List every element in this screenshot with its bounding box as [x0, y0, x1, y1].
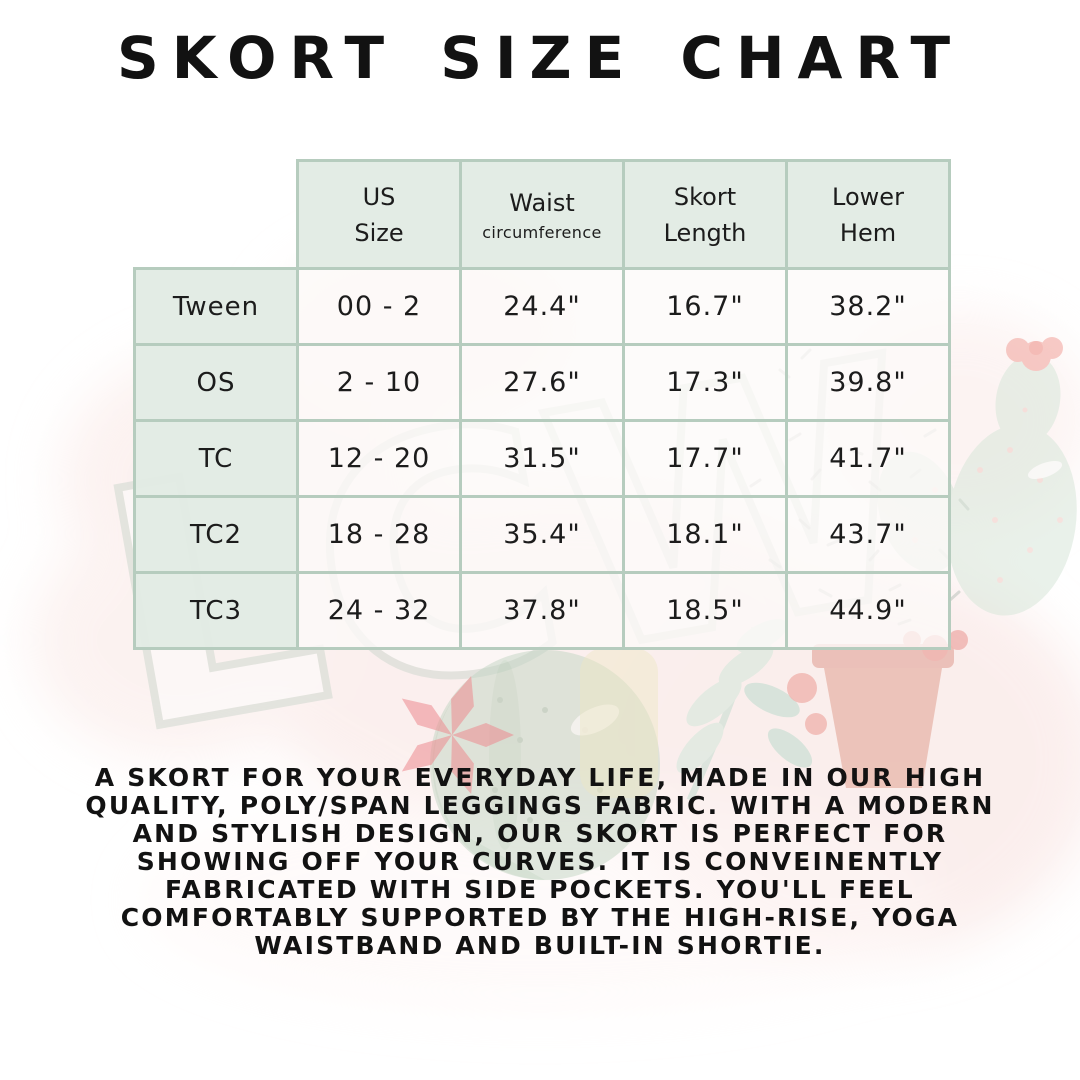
description-line: COMFORTABLY SUPPORTED BY THE HIGH-RISE, … [120, 903, 960, 932]
corner-cell-empty [135, 161, 298, 269]
header-line: US [362, 182, 396, 211]
lower-hem-value: 44.9" [785, 571, 951, 650]
table-header-row: US Size Waist circumference Skort Length… [135, 159, 951, 270]
yellow-wash-strip [580, 648, 658, 798]
waist-value: 35.4" [459, 495, 625, 574]
lower-hem-value: 38.2" [785, 267, 951, 346]
skort-length-value: 16.7" [622, 267, 788, 346]
table-row: Tween 00 - 2 24.4" 16.7" 38.2" [133, 267, 951, 346]
header-line: Skort [673, 182, 737, 211]
us-size-value: 24 - 32 [296, 571, 462, 650]
description-line: FABRICATED WITH SIDE POCKETS. YOU'LL FEE… [165, 875, 915, 904]
waist-value: 24.4" [459, 267, 625, 346]
description-line: QUALITY, POLY/SPAN LEGGINGS FABRIC. WITH… [85, 791, 995, 820]
us-size-value: 18 - 28 [296, 495, 462, 574]
header-line: Hem [839, 218, 897, 247]
lower-hem-value: 39.8" [785, 343, 951, 422]
header-line: Length [663, 218, 747, 247]
column-header-lower-hem: Lower Hem [785, 159, 951, 270]
table-row: TC 12 - 20 31.5" 17.7" 41.7" [133, 419, 951, 498]
header-line: Size [354, 218, 404, 247]
lower-hem-value: 41.7" [785, 419, 951, 498]
table-row: TC3 24 - 32 37.8" 18.5" 44.9" [133, 571, 951, 650]
row-label: TC3 [133, 571, 299, 650]
us-size-value: 12 - 20 [296, 419, 462, 498]
header-line: Lower [832, 182, 904, 211]
waist-value: 31.5" [459, 419, 625, 498]
star-flower [401, 676, 514, 794]
description-line: A SKORT FOR YOUR EVERYDAY LIFE, MADE IN … [94, 763, 986, 792]
us-size-value: 00 - 2 [296, 267, 462, 346]
skort-length-value: 18.5" [622, 571, 788, 650]
column-header-us-size: US Size [296, 159, 462, 270]
skort-length-value: 18.1" [622, 495, 788, 574]
header-line: circumference [482, 222, 602, 242]
us-size-value: 2 - 10 [296, 343, 462, 422]
column-header-waist: Waist circumference [459, 159, 625, 270]
cactus-flower [1006, 337, 1063, 371]
skort-length-value: 17.7" [622, 419, 788, 498]
description-line: WAISTBAND AND BUILT-IN SHORTIE. [254, 931, 826, 960]
row-label: OS [133, 343, 299, 422]
terracotta-pot [812, 630, 968, 788]
table-row: OS 2 - 10 27.6" 17.3" 39.8" [133, 343, 951, 422]
row-label: TC [133, 419, 299, 498]
row-label: TC2 [133, 495, 299, 574]
waist-value: 27.6" [459, 343, 625, 422]
row-label: Tween [133, 267, 299, 346]
page-title: SKORT SIZE CHART [116, 24, 964, 92]
lower-hem-value: 43.7" [785, 495, 951, 574]
description-line: AND STYLISH DESIGN, OUR SKORT IS PERFECT… [132, 819, 948, 848]
column-header-skort-length: Skort Length [622, 159, 788, 270]
product-description: A SKORT FOR YOUR EVERYDAY LIFE, MADE IN … [0, 764, 1080, 960]
size-chart-table: US Size Waist circumference Skort Length… [133, 159, 951, 650]
waist-value: 37.8" [459, 571, 625, 650]
description-line: SHOWING OFF YOUR CURVES. IT IS CONVEINEN… [136, 847, 944, 876]
header-line: Waist [509, 188, 575, 217]
table-row: TC2 18 - 28 35.4" 18.1" 43.7" [133, 495, 951, 574]
skort-length-value: 17.3" [622, 343, 788, 422]
watermelon-cactus [430, 650, 660, 880]
